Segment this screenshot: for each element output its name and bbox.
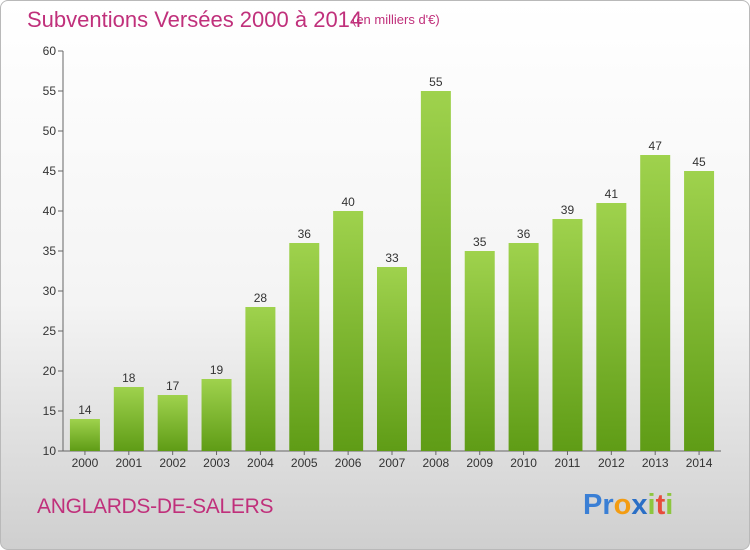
y-tick-label: 50 <box>43 124 57 138</box>
x-tick-label-2002: 2002 <box>159 456 186 470</box>
x-tick-label-2005: 2005 <box>291 456 318 470</box>
data-label-2001: 18 <box>122 371 136 385</box>
y-tick-label: 35 <box>43 244 57 258</box>
data-label-2006: 40 <box>341 195 355 209</box>
y-tick-label: 25 <box>43 324 57 338</box>
data-label-2012: 41 <box>605 187 619 201</box>
data-label-2000: 14 <box>78 403 92 417</box>
bar-2008[interactable] <box>420 91 451 451</box>
x-tick-label-2001: 2001 <box>115 456 142 470</box>
x-tick-label-2010: 2010 <box>510 456 537 470</box>
logo-letter-1: r <box>602 489 614 521</box>
bar-2009[interactable] <box>464 251 495 451</box>
bar-2001[interactable] <box>113 387 144 451</box>
bar-2014[interactable] <box>684 171 715 451</box>
bar-2013[interactable] <box>640 155 671 451</box>
y-tick-label: 30 <box>43 284 57 298</box>
logo-letter-3: x <box>631 489 648 521</box>
x-tick-label-2012: 2012 <box>598 456 625 470</box>
chart-title: Subventions Versées 2000 à 2014 <box>27 7 363 32</box>
y-tick-label: 10 <box>43 444 57 458</box>
data-label-2014: 45 <box>692 155 706 169</box>
x-tick-label-2000: 2000 <box>72 456 99 470</box>
data-label-2013: 47 <box>649 139 663 153</box>
chart-subtitle: (en milliers d'€) <box>352 12 440 27</box>
data-label-2010: 36 <box>517 227 531 241</box>
data-label-2011: 39 <box>561 203 575 217</box>
bars-group <box>69 91 715 451</box>
bar-2011[interactable] <box>552 219 583 451</box>
logo-letter-4: i <box>647 489 656 521</box>
data-label-2008: 55 <box>429 75 443 89</box>
data-label-2009: 35 <box>473 235 487 249</box>
bar-2005[interactable] <box>289 243 320 451</box>
x-tick-label-2009: 2009 <box>466 456 493 470</box>
x-tick-label-2011: 2011 <box>555 456 581 470</box>
bar-2006[interactable] <box>333 211 364 451</box>
commune-name: ANGLARDS-DE-SALERS <box>37 495 274 518</box>
bar-chart: 10 15 20 25 30 35 40 45 50 55 60 2000 14 2001 18 2002 1… <box>43 44 721 470</box>
data-label-2003: 19 <box>210 363 224 377</box>
proxiti-logo[interactable]: Proxiti <box>583 489 673 522</box>
bar-2012[interactable] <box>596 203 627 451</box>
bar-2010[interactable] <box>508 243 539 451</box>
bar-2004[interactable] <box>245 307 276 451</box>
x-tick-label-2007: 2007 <box>379 456 406 470</box>
bar-2007[interactable] <box>377 267 407 451</box>
x-tick-label-2006: 2006 <box>335 456 362 470</box>
bar-2002[interactable] <box>157 395 188 451</box>
y-tick-label: 60 <box>43 44 57 58</box>
logo-letter-6: i <box>665 489 674 521</box>
logo-letter-2: o <box>613 489 632 521</box>
x-tick-label-2004: 2004 <box>247 456 274 470</box>
x-tick-label-2013: 2013 <box>642 456 669 470</box>
y-tick-label: 15 <box>43 404 57 418</box>
data-label-2005: 36 <box>298 227 312 241</box>
labels-group: 2000 14 2001 18 2002 17 2003 19 2004 28 2005 36 2006… <box>72 75 713 470</box>
data-label-2002: 17 <box>166 379 180 393</box>
y-tick-label: 45 <box>43 164 57 178</box>
logo-letter-5: t <box>655 489 666 521</box>
x-tick-label-2008: 2008 <box>423 456 450 470</box>
bar-2000[interactable] <box>69 419 100 451</box>
y-tick-label: 40 <box>43 204 57 218</box>
x-tick-label-2014: 2014 <box>686 456 713 470</box>
data-label-2004: 28 <box>254 291 268 305</box>
data-label-2007: 33 <box>385 251 399 265</box>
y-tick-label: 20 <box>43 364 57 378</box>
bar-2003[interactable] <box>201 379 232 451</box>
logo-letter-0: P <box>583 489 603 521</box>
x-tick-label-2003: 2003 <box>203 456 230 470</box>
y-tick-label: 55 <box>43 84 57 98</box>
